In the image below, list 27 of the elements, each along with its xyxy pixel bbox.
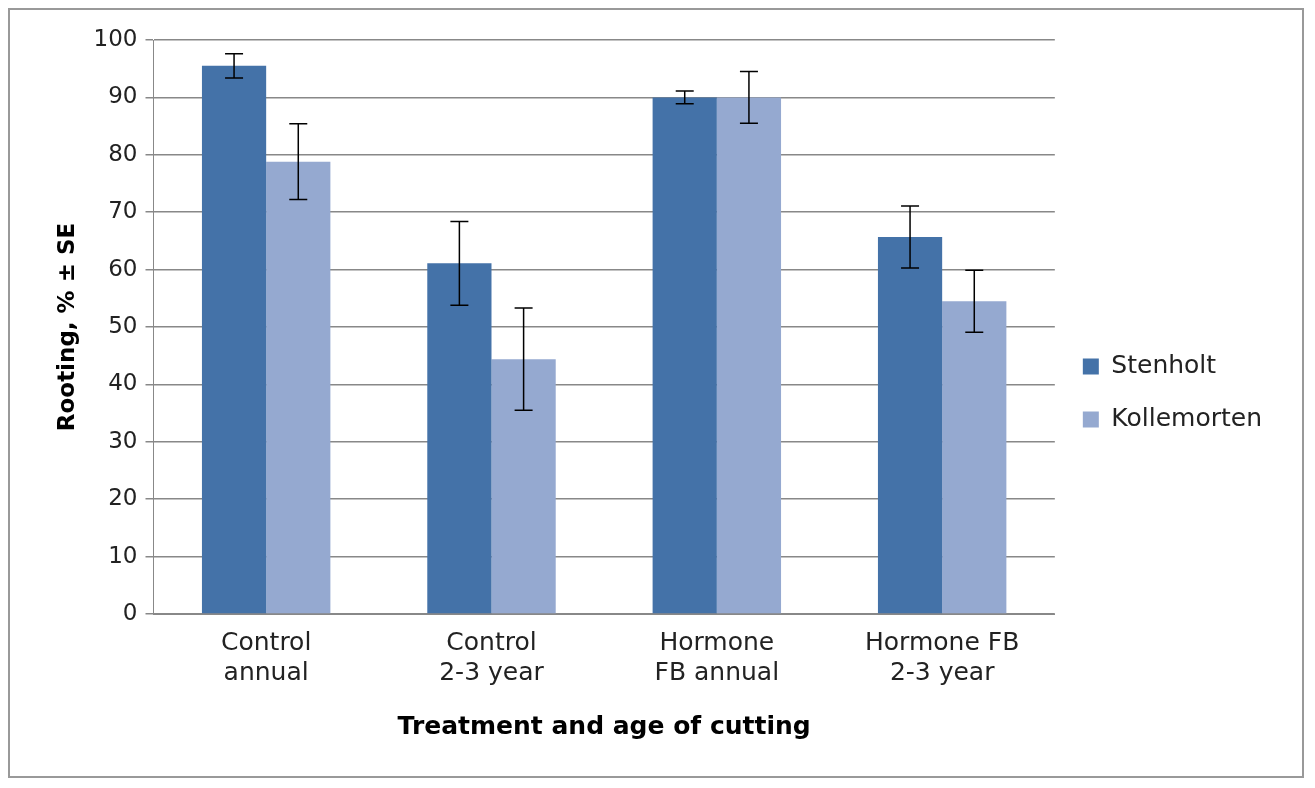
x-tick-label: Control annual bbox=[220, 626, 312, 686]
y-tick-label: 30 bbox=[108, 426, 138, 453]
y-tick-label: 60 bbox=[108, 254, 138, 281]
bar bbox=[491, 359, 556, 614]
y-tick-label: 80 bbox=[108, 139, 138, 166]
y-tick-label: 50 bbox=[108, 311, 138, 338]
legend-label: Kollemorten bbox=[1111, 403, 1262, 432]
y-tick-label: 70 bbox=[108, 197, 138, 224]
y-tick-label: 0 bbox=[122, 598, 138, 625]
y-axis-title: Rooting, % ± SE bbox=[52, 222, 79, 432]
bar bbox=[942, 301, 1007, 614]
y-tick-label: 90 bbox=[108, 82, 138, 109]
legend-label: Stenholt bbox=[1111, 350, 1217, 379]
bar bbox=[201, 65, 267, 614]
bar bbox=[652, 97, 717, 614]
bar bbox=[427, 263, 492, 614]
y-tick-label: 40 bbox=[108, 369, 138, 396]
x-tick-label: Control 2-3 year bbox=[439, 626, 545, 686]
x-axis-title: Treatment and age of cutting bbox=[397, 710, 811, 740]
x-tick-label: Hormone FB annual bbox=[654, 626, 780, 686]
x-tick-label: Hormone FB 2-3 year bbox=[865, 626, 1020, 686]
y-tick-label: 10 bbox=[108, 541, 138, 568]
bar bbox=[266, 161, 331, 614]
bar bbox=[877, 236, 943, 614]
y-tick-label: 100 bbox=[93, 24, 138, 51]
bar bbox=[716, 97, 782, 614]
y-tick-label: 20 bbox=[108, 484, 138, 511]
